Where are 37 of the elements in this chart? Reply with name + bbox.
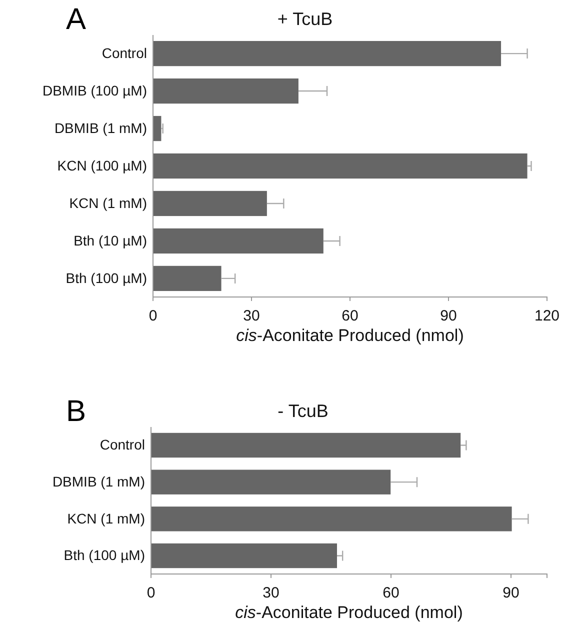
y-tick-label: DBMIB (1 mM)	[52, 474, 145, 490]
bar	[153, 153, 528, 179]
text: A	[66, 3, 86, 36]
x-tick-label: 0	[146, 584, 156, 602]
bar	[151, 543, 337, 568]
y-tick-label: Bth (100 µM)	[66, 270, 147, 286]
x-tick-label: 30	[243, 308, 260, 324]
x-tick-label: 90	[440, 308, 457, 324]
bar	[153, 78, 298, 104]
y-tick-label: KCN (100 µM)	[57, 157, 147, 174]
bar	[151, 470, 391, 494]
x-axis-title: cis-Aconitate Produced (nmol)	[235, 603, 463, 622]
y-tick-label: Control	[100, 436, 145, 453]
chart-title: + TcuB	[277, 9, 333, 29]
x-tick-label: 0	[148, 308, 158, 324]
x-tick-label: 120	[534, 308, 560, 324]
x-tick-label: 30	[262, 584, 280, 602]
y-tick-label: DBMIB (1 mM)	[54, 120, 147, 136]
y-tick-label: Bth (10 µM)	[74, 232, 147, 248]
bar	[153, 228, 324, 254]
bar	[151, 506, 512, 532]
x-tick-label: 60	[382, 584, 400, 602]
text: B	[66, 395, 86, 428]
bar	[153, 266, 222, 292]
y-tick-label: Bth (100 µM)	[64, 547, 145, 564]
bar	[153, 40, 502, 66]
y-tick-label: DBMIB (100 µM)	[42, 82, 147, 99]
x-tick-label: 60	[342, 308, 358, 324]
y-tick-label: Control	[102, 45, 147, 62]
bar	[151, 432, 461, 458]
y-tick-label: KCN (1 mM)	[69, 194, 147, 211]
x-axis-title: cis-Aconitate Produced (nmol)	[236, 326, 464, 345]
chart-title: - TcuB	[278, 401, 328, 421]
y-tick-label: KCN (1 mM)	[67, 510, 145, 526]
bar	[153, 116, 162, 142]
bar	[153, 190, 267, 216]
x-tick-label: 90	[502, 584, 520, 602]
